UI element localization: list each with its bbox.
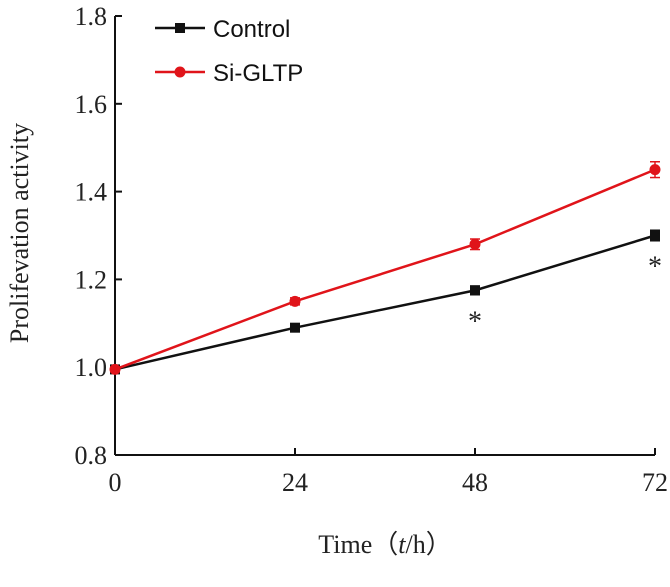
- legend-label: Control: [213, 16, 290, 43]
- x-axis-title: Time（t/h）: [318, 530, 451, 559]
- x-tick-label: 24: [282, 468, 308, 497]
- data-point-circle: [649, 164, 661, 176]
- data-point-square: [290, 322, 300, 333]
- y-axis-title: Prolifevation activity: [5, 123, 34, 343]
- data-point-circle: [289, 295, 301, 307]
- annotations: **: [468, 252, 662, 338]
- data-point-square: [470, 285, 480, 296]
- series-control: [110, 229, 660, 375]
- series-line: [114, 234, 656, 371]
- series-line: [114, 168, 656, 371]
- series-layer: [109, 160, 661, 375]
- y-tick-label: 0.8: [75, 441, 108, 470]
- y-tick-label: 1.4: [75, 178, 108, 207]
- data-point-circle: [109, 363, 121, 375]
- y-tick-label: 1.0: [75, 353, 108, 382]
- legend: Control Si-GLTP: [155, 16, 303, 87]
- y-tick-label: 1.6: [75, 90, 108, 119]
- axes: 0.8 1.0 1.2 1.4 1.6 1.8 0 24 48 72: [75, 2, 669, 497]
- x-tick-label: 48: [462, 468, 488, 497]
- legend-label: Si-GLTP: [213, 60, 303, 87]
- legend-marker-circle: [174, 66, 186, 78]
- x-tick-label: 0: [109, 468, 122, 497]
- series-si-gltp: [109, 160, 661, 375]
- data-point-square: [650, 230, 660, 241]
- y-tick-label: 1.8: [75, 2, 108, 31]
- y-tick-label: 1.2: [75, 265, 108, 294]
- significance-marker: *: [468, 306, 482, 337]
- data-point-circle: [469, 238, 481, 250]
- significance-marker: *: [648, 252, 662, 283]
- legend-marker-square: [175, 23, 185, 33]
- x-tick-label: 72: [642, 468, 668, 497]
